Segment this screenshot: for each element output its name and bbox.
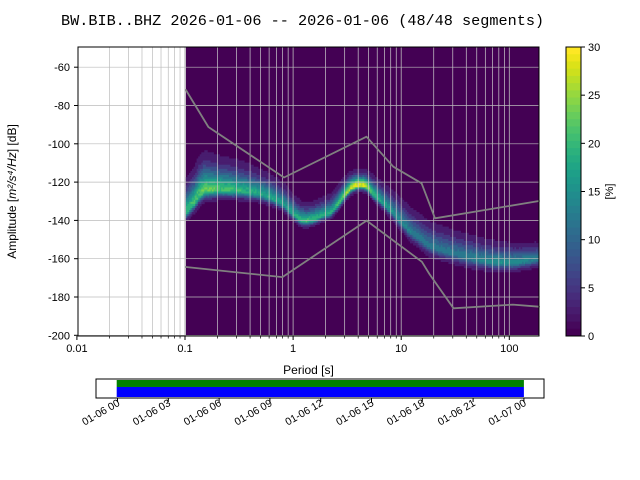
svg-text:100: 100 (500, 343, 518, 355)
svg-text:-100: -100 (48, 139, 70, 151)
svg-text:Period [s]: Period [s] (283, 363, 334, 377)
svg-text:10: 10 (588, 235, 600, 247)
svg-text:01-06 18: 01-06 18 (385, 397, 427, 428)
svg-text:10: 10 (395, 343, 407, 355)
svg-text:BW.BIB..BHZ 2026-01-06 -- 20: BW.BIB..BHZ 2026-01-06 -- 2026-01-06 (48… (61, 12, 544, 30)
svg-text:[%]: [%] (604, 184, 616, 200)
svg-text:15: 15 (588, 187, 600, 199)
svg-text:0.1: 0.1 (177, 343, 192, 355)
svg-text:01-06 00: 01-06 00 (80, 397, 122, 428)
svg-text:01-06 03: 01-06 03 (131, 397, 173, 428)
svg-text:-180: -180 (48, 292, 70, 304)
svg-text:20: 20 (588, 138, 600, 150)
svg-text:-80: -80 (54, 101, 70, 113)
svg-text:01-07 00: 01-07 00 (487, 397, 529, 428)
svg-text:1: 1 (290, 343, 296, 355)
svg-text:-120: -120 (48, 177, 70, 189)
svg-text:01-06 09: 01-06 09 (233, 397, 275, 428)
svg-text:01-06 21: 01-06 21 (436, 397, 478, 428)
svg-text:25: 25 (588, 90, 600, 102)
svg-text:0.01: 0.01 (66, 343, 87, 355)
svg-text:-140: -140 (48, 215, 70, 227)
svg-text:-60: -60 (54, 62, 70, 74)
svg-text:-160: -160 (48, 254, 70, 266)
svg-text:01-06 06: 01-06 06 (182, 397, 224, 428)
svg-text:-200: -200 (48, 330, 70, 342)
svg-text:5: 5 (588, 283, 594, 295)
svg-text:01-06 12: 01-06 12 (283, 397, 325, 428)
svg-text:30: 30 (588, 42, 600, 54)
svg-text:Amplitude [m²/s⁴/Hz] [dB]: Amplitude [m²/s⁴/Hz] [dB] (5, 124, 19, 259)
svg-text:01-06 15: 01-06 15 (334, 397, 376, 428)
svg-text:0: 0 (588, 331, 594, 343)
